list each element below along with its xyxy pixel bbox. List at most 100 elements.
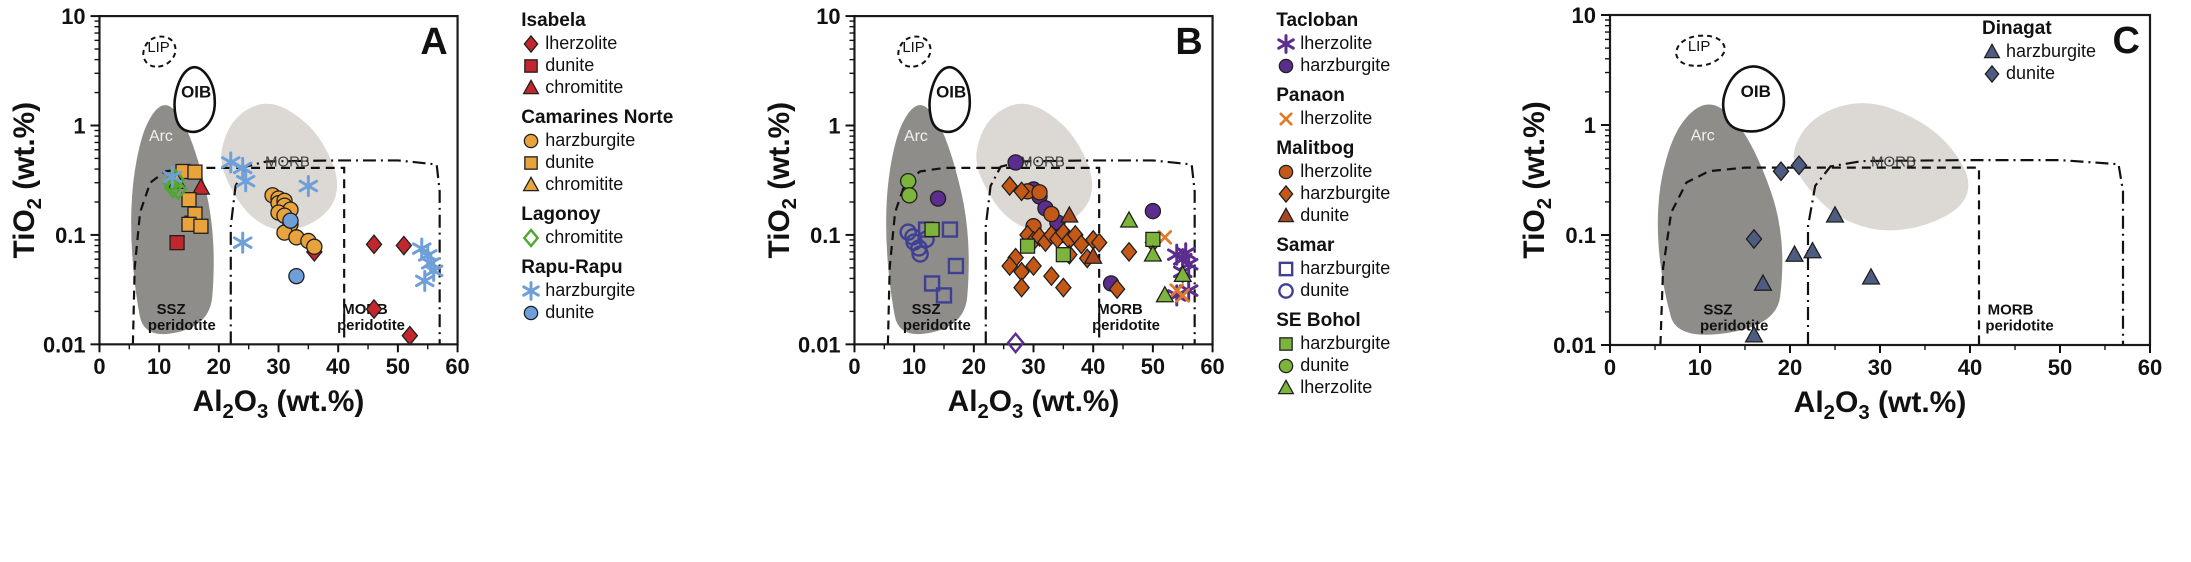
data-point (181, 192, 197, 208)
legend-item-label: lherzolite (545, 33, 618, 53)
panel-svg-B: LIPOIBArcMORBSSZperidotiteMORBperidotite… (763, 4, 1225, 423)
y-tick-label: 1 (73, 113, 85, 138)
legend-group-label: Isabela (521, 10, 586, 31)
circle-marker-icon (1278, 282, 1295, 299)
legend-item-label: dunite (545, 152, 595, 172)
region-label: peridotite (903, 317, 971, 334)
data-point (929, 190, 947, 207)
y-tick-label: 1 (828, 113, 840, 138)
legend-item-label: harzburgite (545, 280, 636, 300)
data-point (1825, 205, 1845, 223)
panel-letter: A (420, 21, 447, 63)
region-lip (142, 35, 177, 68)
data-point (235, 170, 256, 193)
data-point (1745, 228, 1763, 250)
legend-item-label: lherzolite (1300, 161, 1373, 181)
x-axis: 0 10 20 30 40 50 60 (1604, 345, 2162, 380)
data-point (1802, 241, 1823, 259)
legend-item: dunite (521, 302, 755, 323)
region-label: peridotite (1700, 318, 1768, 335)
data-point (191, 177, 211, 195)
x-tick-label: 40 (326, 354, 350, 379)
region-label: SSZ (912, 301, 941, 318)
y-axis-title: TiO2 (wt.%) (8, 102, 46, 259)
legend-item-label: chromitite (545, 227, 624, 247)
region-label: MORB (1020, 154, 1065, 171)
region-label: MORB (1988, 301, 2034, 318)
x-tick-label: 0 (848, 354, 860, 379)
data-point (1083, 246, 1103, 264)
data-point (282, 212, 299, 229)
y-tick-label: 0.1 (810, 223, 840, 248)
region-label: LIP (902, 39, 924, 56)
legend-group-label: Samar (1276, 235, 1335, 256)
diamond-marker-icon (1984, 64, 2000, 83)
y-tick-label: 1 (1584, 113, 1596, 138)
region-label: OIB (181, 83, 211, 102)
y-tick-label: 10 (816, 4, 840, 29)
data-point (1006, 331, 1025, 354)
data-point (1143, 244, 1163, 262)
data-point (1059, 205, 1079, 223)
data-point (1753, 273, 1773, 291)
data-point (365, 298, 383, 320)
data-point (365, 234, 383, 255)
y-tick-label: 0.01 (798, 332, 841, 357)
triangle-marker-icon (1983, 42, 2001, 58)
y-axis: 0.01 0.1 1 10 (798, 4, 855, 357)
x-axis-title: Al2O3 (wt.%) (1794, 386, 1967, 424)
panel-svg-A: LIPOIBArcMORBSSZperidotiteMORBperidotite… (8, 4, 470, 423)
data-point (1790, 155, 1808, 176)
data-point (1120, 241, 1138, 263)
x-tick-label: 60 (1200, 354, 1224, 379)
circle-marker-icon (523, 133, 539, 148)
region-label: LIP (147, 39, 169, 56)
x-tick-label: 10 (902, 354, 926, 379)
x-axis: 0 10 20 30 40 50 60 (848, 344, 1225, 379)
data-points (899, 154, 1199, 354)
legend-group-label: Rapu-Rapu (521, 257, 623, 278)
region-label: Arc (1691, 128, 1715, 145)
legend-item: lherzolite (1276, 33, 1510, 54)
asterisk-marker-icon (1277, 33, 1296, 54)
region-label: Arc (149, 128, 173, 145)
x-tick-label: 30 (1868, 355, 1892, 380)
data-point (923, 275, 941, 292)
region-morb-peridotite-boundary (1806, 159, 2125, 345)
data-points (1744, 155, 1881, 343)
diamond-marker-icon (523, 34, 539, 53)
legend-item: harzburgite (1276, 333, 1510, 354)
x-axis: 0 10 20 30 40 50 60 (93, 344, 470, 379)
region-label: peridotite (1092, 317, 1160, 334)
square-marker-icon (1279, 336, 1294, 351)
data-point (1173, 264, 1193, 283)
y-axis-title: TiO2 (wt.%) (1518, 101, 1556, 258)
region-layer (886, 35, 1196, 345)
region-arc (1657, 104, 1783, 335)
data-point (941, 221, 959, 238)
legend-item: harzburgite (1982, 41, 2177, 62)
region-morb (976, 103, 1093, 231)
legend-group-label: Panaon (1276, 85, 1345, 106)
legend-item-label: dunite (2006, 63, 2056, 83)
diamond-marker-icon (523, 227, 540, 248)
legend-item-label: dunite (545, 302, 595, 322)
legend-item: dunite (521, 55, 755, 76)
data-point (162, 165, 183, 188)
circle-marker-icon (523, 305, 539, 320)
region-oib (173, 65, 217, 134)
legend-C: Dinagat harzburgite dunite (1982, 14, 2177, 85)
legend-item: dunite (1276, 205, 1510, 226)
region-lip (1675, 34, 1726, 67)
panel-B: LIP OIB Arc MORB SSZ peridotite MORB peridotite… (755, 0, 1510, 562)
x-tick-label: 60 (445, 354, 469, 379)
region-layer (1657, 34, 2125, 345)
x-tick-label: 10 (147, 354, 171, 379)
legend-item: harzburgite (521, 130, 755, 151)
legend-item-label: lherzolite (1300, 377, 1373, 397)
legend-item: dunite (1276, 280, 1510, 301)
y-tick-label: 10 (1572, 3, 1596, 28)
x-tick-label: 0 (93, 354, 105, 379)
data-point (401, 325, 419, 346)
legend-item-label: dunite (1300, 280, 1350, 300)
